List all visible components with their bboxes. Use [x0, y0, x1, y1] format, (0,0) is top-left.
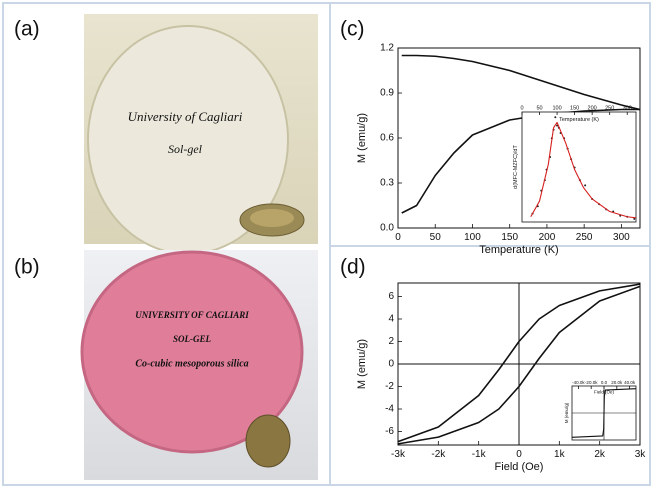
x-tick-label: 0	[516, 449, 522, 460]
photo-text: SOL-GEL	[173, 334, 212, 344]
x-tick-label: 2k	[594, 449, 606, 460]
x-tick-label: 0	[520, 106, 523, 112]
x-tick-label: 50	[536, 106, 542, 112]
panel-label: (d)	[340, 256, 366, 279]
y-tick-label: 0.0	[380, 223, 394, 234]
data-point	[584, 184, 586, 186]
data-point	[554, 116, 556, 118]
panel-label: (a)	[14, 18, 40, 41]
y-tick-label: 6	[388, 291, 394, 302]
y-tick-label: -6	[385, 426, 394, 437]
y-tick-label: -4	[385, 404, 394, 415]
x-tick-label: 0.0	[601, 380, 608, 385]
y-axis-label: M (emu/g)	[356, 339, 368, 389]
inset-frame	[522, 112, 636, 222]
coin	[246, 415, 290, 467]
x-tick-label: -1k	[472, 449, 487, 460]
x-tick-label: 40.0k	[624, 380, 636, 385]
y-tick-label: 1.2	[380, 43, 394, 54]
x-axis-label: Field (Oe)	[594, 389, 615, 394]
photo-text: University of Cagliari	[128, 109, 243, 124]
coin	[250, 209, 294, 227]
figure: University of Cagliari Sol-gel UNIVERSIT…	[0, 0, 653, 488]
y-tick-label: 0.3	[380, 178, 394, 189]
y-tick-label: 4	[388, 314, 394, 325]
x-tick-label: 250	[576, 232, 593, 243]
x-tick-label: 150	[570, 106, 579, 112]
x-tick-label: 250	[605, 106, 614, 112]
panel-label: (c)	[340, 18, 365, 41]
x-tick-label: -3k	[391, 449, 406, 460]
y-tick-label: 0.9	[380, 88, 394, 99]
y-tick-label: 0	[388, 359, 394, 370]
x-axis-label: Temperature (K)	[479, 244, 558, 256]
x-tick-label: -2k	[431, 449, 446, 460]
photo-text: Sol-gel	[168, 142, 203, 156]
x-tick-label: 200	[539, 232, 556, 243]
x-axis-label: Field (Oe)	[495, 461, 544, 473]
x-tick-label: 3k	[635, 449, 647, 460]
x-tick-label: 100	[552, 106, 561, 112]
y-tick-label: -2	[385, 381, 394, 392]
photo-text: UNIVERSITY OF CAGLIARI	[135, 310, 249, 320]
x-tick-label: 1k	[554, 449, 566, 460]
x-tick-label: 300	[613, 232, 630, 243]
y-axis-label: d(MFC-MZFC)/dT	[513, 145, 519, 189]
y-tick-label: 2	[388, 336, 394, 347]
x-tick-label: -20.0k	[585, 380, 598, 385]
x-tick-label: 150	[501, 232, 518, 243]
y-axis-label: M (emu/g)	[356, 113, 368, 163]
x-tick-label: 20.0k	[611, 380, 623, 385]
x-tick-label: -40.0k	[572, 380, 585, 385]
x-tick-label: 200	[588, 106, 597, 112]
y-tick-label: 0.6	[380, 133, 394, 144]
x-tick-label: 100	[464, 232, 481, 243]
x-tick-label: 0	[395, 232, 401, 243]
x-axis-label: Temperature (K)	[559, 117, 599, 123]
x-tick-label: 300	[623, 106, 632, 112]
x-tick-label: 50	[430, 232, 442, 243]
panel-label: (b)	[14, 256, 40, 279]
photo-text: Co-cubic mesoporous silica	[135, 358, 248, 369]
y-axis-label: M (emu/g)	[564, 402, 569, 423]
